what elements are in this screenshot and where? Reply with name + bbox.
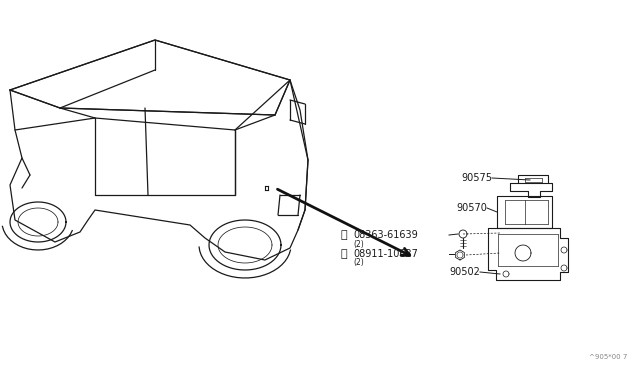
Text: 08911-10637: 08911-10637	[353, 249, 418, 259]
Text: Ⓝ: Ⓝ	[341, 249, 348, 259]
Text: (2): (2)	[353, 240, 364, 248]
Text: Ⓢ: Ⓢ	[341, 230, 348, 240]
Text: (2): (2)	[353, 259, 364, 267]
Text: 08363-61639: 08363-61639	[353, 230, 418, 240]
Text: 90502: 90502	[449, 267, 480, 277]
Text: 90570: 90570	[456, 203, 487, 213]
Text: 90575: 90575	[461, 173, 492, 183]
Text: ^905*00 7: ^905*00 7	[589, 354, 627, 360]
